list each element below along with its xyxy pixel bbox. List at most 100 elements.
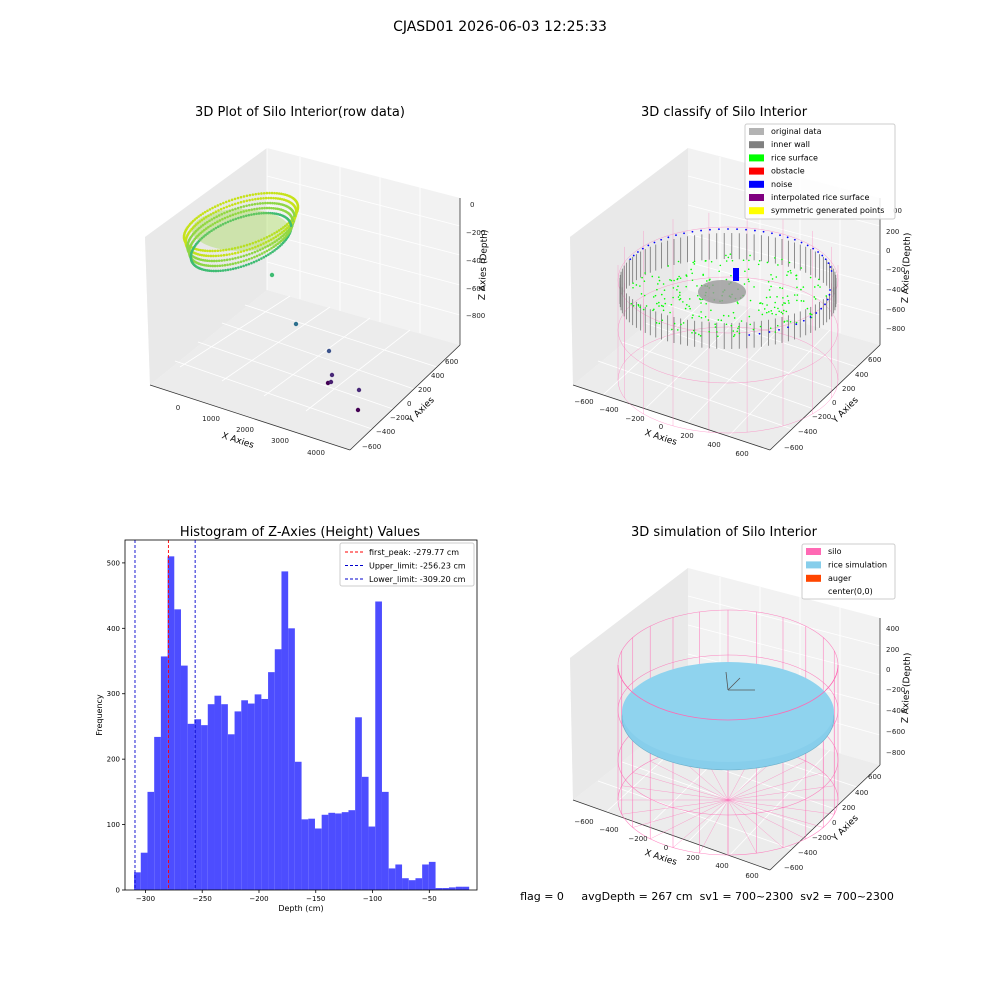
hist-xtick-label: −200 bbox=[249, 895, 268, 903]
hist-bar bbox=[254, 694, 262, 890]
classify-rice-point bbox=[702, 273, 704, 276]
hist-bar bbox=[187, 723, 195, 890]
raw-point bbox=[263, 206, 266, 210]
raw-point bbox=[233, 251, 237, 255]
classify-rice-point bbox=[800, 267, 803, 269]
classify-rice-point bbox=[809, 276, 812, 279]
raw-point bbox=[213, 264, 217, 268]
classify-zlabel: Z Axies (Depth) bbox=[901, 233, 913, 304]
raw-ytick-3: 0 bbox=[407, 400, 411, 408]
hist-bar bbox=[348, 810, 356, 890]
sim-silo-floor-line bbox=[727, 799, 784, 848]
raw-point bbox=[239, 250, 243, 254]
classify-rice-point bbox=[706, 280, 708, 282]
classify-rice-point bbox=[769, 296, 771, 298]
classify-rice-point bbox=[699, 298, 702, 301]
classify-rice-point bbox=[796, 294, 799, 296]
raw-point bbox=[253, 202, 257, 206]
sim-ylabel: Y Axies bbox=[830, 813, 861, 844]
classify-xtick-1: −400 bbox=[599, 406, 618, 414]
raw-point bbox=[251, 193, 255, 196]
classify-noise-point bbox=[829, 289, 831, 291]
raw-point bbox=[254, 197, 257, 201]
classify-rice-point bbox=[635, 284, 638, 286]
raw-point bbox=[262, 211, 266, 215]
raw-point bbox=[274, 235, 278, 239]
raw-point bbox=[247, 257, 251, 261]
raw-point bbox=[216, 204, 220, 207]
hist-bar bbox=[408, 880, 416, 890]
sim-drawing bbox=[617, 609, 839, 856]
classify-rice-point bbox=[658, 279, 661, 282]
hist-xtick-label: −50 bbox=[422, 895, 437, 903]
raw-point bbox=[273, 240, 277, 244]
sim-xtick-6: 600 bbox=[745, 872, 758, 880]
hist-frame bbox=[124, 539, 478, 891]
sim-legend-label: center(0,0) bbox=[828, 587, 873, 596]
classify-rice-point bbox=[692, 329, 695, 332]
raw-point bbox=[244, 263, 248, 267]
raw-point bbox=[204, 227, 208, 230]
raw-point bbox=[250, 261, 253, 265]
classify-rice-point bbox=[691, 332, 693, 334]
raw-point bbox=[255, 207, 259, 211]
hist-bar bbox=[180, 665, 188, 890]
raw-point bbox=[242, 259, 246, 263]
raw-point bbox=[272, 206, 275, 210]
raw-point bbox=[250, 203, 254, 206]
classify-rice-point bbox=[749, 323, 752, 326]
classify-rice-point bbox=[718, 270, 720, 273]
raw-point bbox=[258, 207, 261, 210]
sim-rice-top bbox=[622, 662, 834, 762]
classify-rice-point bbox=[813, 286, 816, 288]
raw-point bbox=[258, 253, 261, 257]
raw-point bbox=[265, 206, 269, 210]
classify-rice-point bbox=[662, 305, 665, 308]
raw-point bbox=[242, 249, 246, 253]
sim-xlabel: X Axies bbox=[643, 848, 678, 868]
classify-noise-point bbox=[817, 251, 819, 253]
classify-rice-point bbox=[825, 295, 828, 297]
classify-rice-point bbox=[775, 313, 777, 316]
raw-point bbox=[211, 206, 214, 210]
classify-rice-point bbox=[781, 287, 784, 290]
raw-xtick-1: 1000 bbox=[202, 415, 220, 423]
classify-rice-point bbox=[781, 312, 784, 315]
raw-point bbox=[224, 268, 227, 272]
hist-bar bbox=[241, 700, 248, 890]
classify-ytick-6: −600 bbox=[784, 444, 803, 452]
hist-bar bbox=[328, 812, 336, 890]
classify-rice-point bbox=[632, 304, 635, 307]
classify-rice-point bbox=[693, 263, 696, 265]
raw-point bbox=[258, 202, 262, 205]
classify-rice-point bbox=[795, 321, 798, 324]
hist-bar bbox=[214, 695, 222, 890]
raw-point bbox=[231, 203, 234, 207]
classify-rice-point bbox=[672, 296, 674, 299]
hist-xtick-label: −100 bbox=[363, 895, 382, 903]
raw-point bbox=[228, 258, 232, 261]
sim-ztick-1: 200 bbox=[886, 646, 899, 654]
raw-point bbox=[194, 223, 198, 226]
raw-point bbox=[267, 248, 271, 251]
raw-title: 3D Plot of Silo Interior(row data) bbox=[195, 105, 405, 120]
hist-bar bbox=[174, 609, 181, 890]
raw-point bbox=[202, 235, 206, 238]
classify-rice-point bbox=[749, 299, 752, 302]
raw-point bbox=[226, 220, 230, 224]
raw-point bbox=[214, 269, 218, 273]
raw-point bbox=[208, 230, 211, 234]
raw-point bbox=[245, 204, 248, 208]
raw-point bbox=[191, 219, 195, 223]
raw-point bbox=[230, 247, 234, 251]
raw-point bbox=[254, 240, 258, 244]
raw-point bbox=[272, 196, 275, 200]
classify-rice-point bbox=[795, 274, 798, 277]
classify-rice-point bbox=[770, 310, 773, 312]
hist-bar bbox=[381, 791, 389, 890]
raw-point bbox=[221, 217, 224, 221]
hist-bar bbox=[422, 864, 429, 890]
classify-rice-point bbox=[725, 254, 727, 257]
classify-rice-point bbox=[730, 324, 733, 327]
raw-point bbox=[254, 192, 258, 196]
